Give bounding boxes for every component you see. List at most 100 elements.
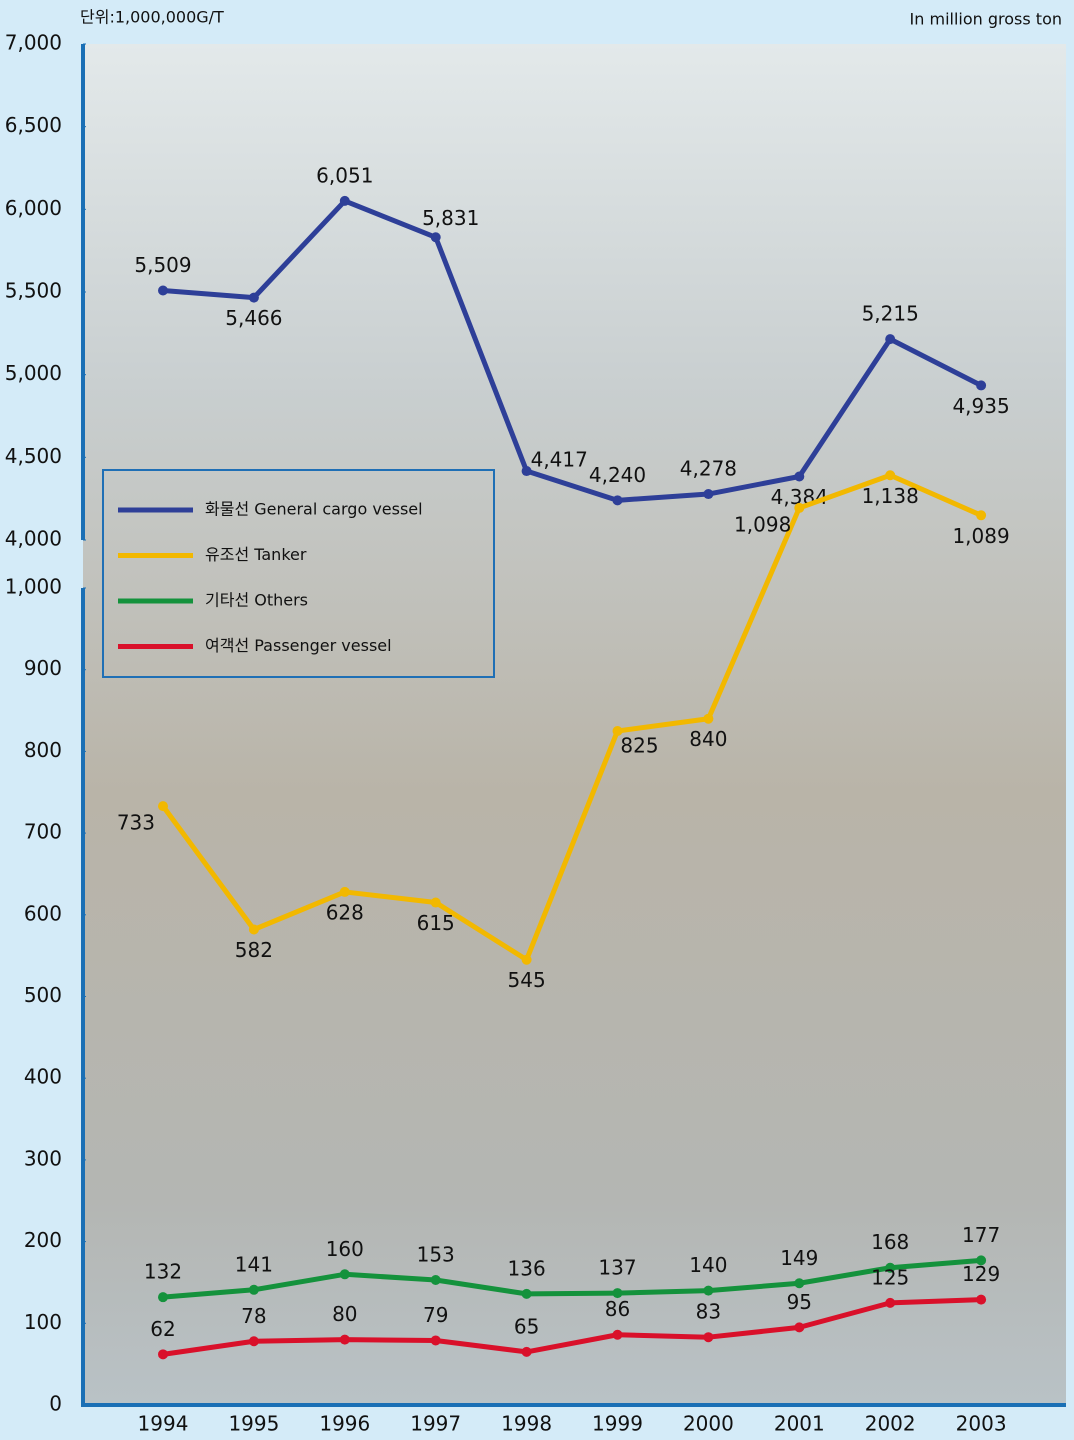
data-point — [794, 1322, 805, 1333]
data-label: 140 — [689, 1253, 727, 1277]
data-label: 86 — [605, 1297, 630, 1321]
data-point — [430, 1335, 441, 1346]
data-label: 545 — [508, 968, 546, 992]
series-line — [162, 198, 983, 503]
data-label: 168 — [871, 1230, 909, 1254]
data-label: 129 — [962, 1262, 1000, 1286]
data-point — [612, 1329, 623, 1340]
data-point — [885, 1262, 896, 1273]
data-point — [885, 470, 896, 481]
data-label: 1,089 — [952, 524, 1009, 548]
y-tick-label: 800 — [24, 738, 62, 762]
y-tick-label: 900 — [24, 656, 62, 680]
series-line — [160, 472, 983, 963]
data-label: 65 — [514, 1314, 539, 1338]
data-label: 153 — [417, 1242, 455, 1266]
data-point — [885, 334, 896, 345]
x-tick-label: 1994 — [138, 1412, 189, 1436]
x-tick-label: 2001 — [774, 1412, 825, 1436]
y-tick-label: 7,000 — [5, 31, 62, 55]
series-line — [162, 1257, 982, 1300]
data-point — [794, 502, 805, 513]
data-label: 80 — [332, 1302, 357, 1326]
y-tick-label: 400 — [24, 1065, 62, 1089]
data-label: 733 — [117, 811, 155, 835]
data-label: 132 — [144, 1260, 182, 1284]
data-label: 628 — [326, 900, 364, 924]
x-tick-label: 2000 — [683, 1412, 734, 1436]
data-point — [339, 886, 350, 897]
x-tick-label: 1998 — [501, 1412, 552, 1436]
data-point — [248, 292, 259, 303]
data-point — [248, 1336, 259, 1347]
y-tick-label: 4,500 — [5, 444, 62, 468]
data-point — [521, 466, 532, 477]
data-label: 6,051 — [316, 163, 373, 187]
x-tick-label: 2003 — [956, 1412, 1007, 1436]
data-label: 141 — [235, 1252, 273, 1276]
x-tick-label: 1997 — [410, 1412, 461, 1436]
x-tick-label: 1995 — [228, 1412, 279, 1436]
data-point — [248, 1284, 259, 1295]
y-tick-label: 200 — [24, 1228, 62, 1252]
data-point — [976, 380, 987, 391]
data-label: 5,215 — [862, 302, 919, 326]
data-label: 1,138 — [862, 484, 919, 508]
data-point — [521, 1288, 532, 1299]
data-point — [703, 713, 714, 724]
data-label: 840 — [689, 727, 727, 751]
data-label: 825 — [620, 733, 658, 757]
y-tick-label: 100 — [24, 1310, 62, 1334]
data-point — [703, 1285, 714, 1296]
x-tick-label: 2002 — [865, 1412, 916, 1436]
data-point — [248, 924, 259, 935]
legend: 화물선 General cargo vessel 유조선 Tanker 기타선 Ot… — [102, 469, 495, 678]
legend-label: 유조선 Tanker — [205, 545, 307, 564]
data-label: 615 — [417, 911, 455, 935]
data-label: 137 — [598, 1256, 636, 1280]
data-point — [976, 1294, 987, 1305]
y-tick-label: 700 — [24, 820, 62, 844]
data-point — [158, 1292, 168, 1303]
y-tick-label: 5,500 — [5, 279, 62, 303]
data-point — [612, 495, 623, 506]
data-point — [976, 510, 987, 521]
data-label: 4,417 — [531, 448, 588, 472]
data-point — [885, 1297, 896, 1308]
data-label: 1,098 — [734, 512, 791, 536]
data-label: 79 — [423, 1303, 448, 1327]
y-tick-label: 1,000 — [5, 575, 62, 599]
data-point — [158, 285, 168, 296]
y-tick-label: 0 — [49, 1392, 62, 1416]
data-point — [339, 1269, 350, 1280]
data-label: 95 — [787, 1290, 812, 1314]
data-point — [339, 1334, 350, 1345]
data-label: 5,466 — [225, 306, 282, 330]
data-label: 125 — [871, 1265, 909, 1289]
data-label: 5,509 — [134, 253, 191, 277]
data-point — [794, 1278, 805, 1289]
data-point — [339, 195, 350, 206]
x-tick-label: 1996 — [319, 1412, 370, 1436]
legend-label: 여객선 Passenger vessel — [205, 636, 392, 655]
data-point — [612, 1288, 623, 1299]
y-tick-label: 300 — [24, 1146, 62, 1170]
y-tick-label: 600 — [24, 901, 62, 925]
data-label: 149 — [780, 1246, 818, 1270]
data-label: 136 — [508, 1256, 546, 1280]
x-tick-label: 1999 — [592, 1412, 643, 1436]
y-tick-label: 5,000 — [5, 361, 62, 385]
data-label: 4,240 — [589, 463, 646, 487]
plot-background — [83, 44, 1066, 1405]
data-label: 4,935 — [952, 394, 1009, 418]
legend-label: 화물선 General cargo vessel — [205, 500, 423, 519]
data-point — [158, 1349, 168, 1360]
data-label: 177 — [962, 1223, 1000, 1247]
data-point — [703, 1332, 714, 1343]
data-point — [430, 897, 441, 908]
unit-label: 단위:1,000,000G/T — [80, 8, 224, 27]
legend-label: 기타선 Others — [205, 591, 308, 610]
data-point — [703, 489, 714, 500]
y-tick-label: 6,000 — [5, 196, 62, 220]
